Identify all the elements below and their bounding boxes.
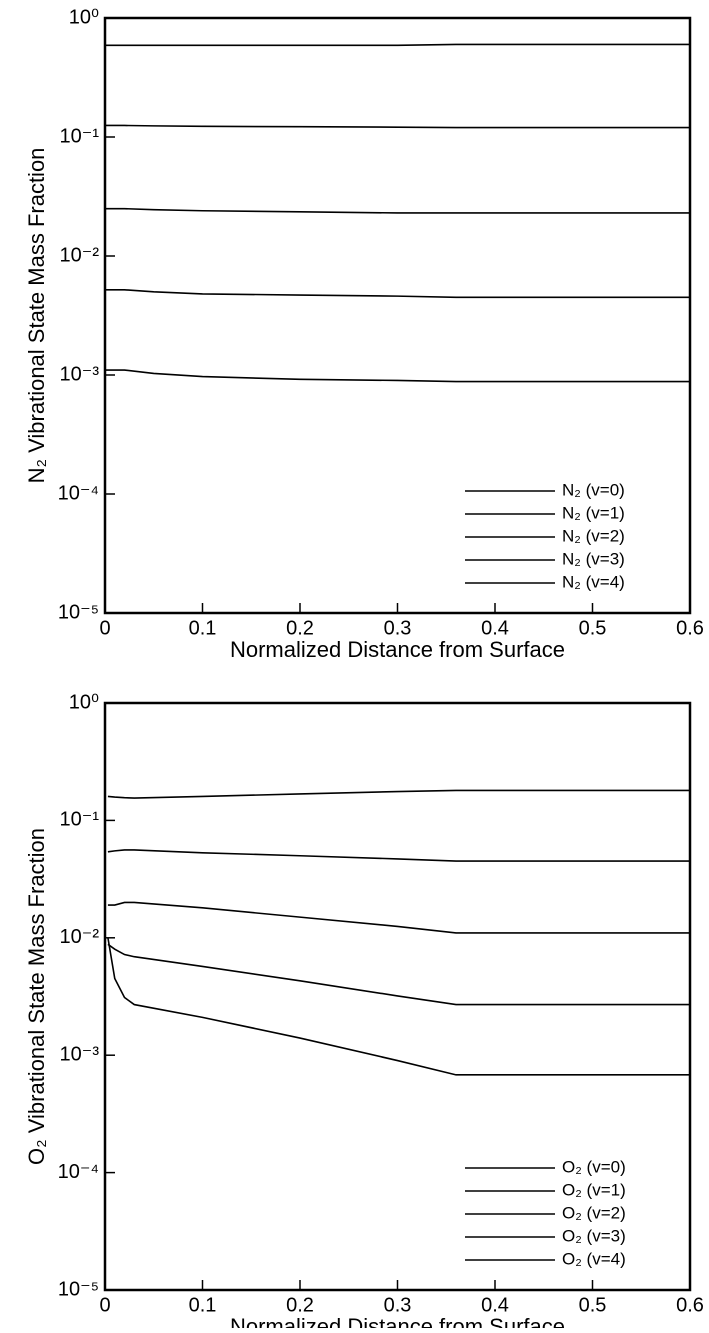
series-line [105,43,690,47]
y-tick-label: 10⁻¹ [60,809,100,831]
legend-label: O₂ (v=2) [562,1203,626,1222]
legend-label: O₂ (v=4) [562,1249,626,1268]
y-tick-label: 10⁰ [69,691,99,713]
legend-label: O₂ (v=3) [562,1226,626,1245]
legend-label: O₂ (v=1) [562,1180,626,1199]
y-tick-label: 10⁻⁴ [58,1161,99,1183]
legend-label: O₂ (v=0) [562,1157,626,1176]
y-tick-label: 10⁻² [60,244,100,266]
series-line [107,937,690,1076]
x-tick-label: 0.6 [676,1294,704,1316]
y-axis-label: O₂ Vibrational State Mass Fraction [24,828,49,1165]
plot-frame [103,16,692,615]
x-tick-label: 0.4 [481,1294,509,1316]
series-line [107,789,690,799]
y-tick-label: 10⁰ [69,6,99,28]
series-line [105,289,690,299]
series-line [107,943,690,1006]
y-axis-label: N₂ Vibrational State Mass Fraction [24,148,49,484]
legend-label: N₂ (v=3) [562,549,625,568]
x-tick-label: 0.6 [676,617,704,639]
x-tick-label: 0.2 [286,617,314,639]
y-tick-label: 10⁻¹ [60,125,100,147]
series-line [105,124,690,129]
legend-label: N₂ (v=4) [562,572,625,591]
y-tick-label: 10⁻⁴ [58,482,99,504]
x-tick-label: 0.4 [481,617,509,639]
x-tick-label: 0.2 [286,1294,314,1316]
y-tick-label: 10⁻⁵ [58,1278,99,1300]
series-line [105,369,690,383]
x-tick-label: 0.5 [579,1294,607,1316]
legend-label: N₂ (v=2) [562,526,625,545]
x-tick-label: 0.5 [579,617,607,639]
x-tick-label: 0 [99,617,110,639]
x-tick-label: 0.3 [384,1294,412,1316]
y-tick-label: 10⁻³ [60,363,100,385]
y-tick-label: 10⁻³ [60,1043,100,1065]
x-tick-label: 0.1 [189,617,217,639]
x-axis-label: Normalized Distance from Surface [230,637,565,662]
x-tick-label: 0.1 [189,1294,217,1316]
legend-label: N₂ (v=0) [562,480,625,499]
x-axis-label: Normalized Distance from Surface [230,1314,565,1328]
y-tick-label: 10⁻⁵ [58,601,99,623]
y-tick-label: 10⁻² [60,926,100,948]
series-line [107,901,690,934]
series-line [105,207,690,214]
x-tick-label: 0 [99,1294,110,1316]
series-line [107,849,690,862]
x-tick-label: 0.3 [384,617,412,639]
legend-label: N₂ (v=1) [562,503,625,522]
